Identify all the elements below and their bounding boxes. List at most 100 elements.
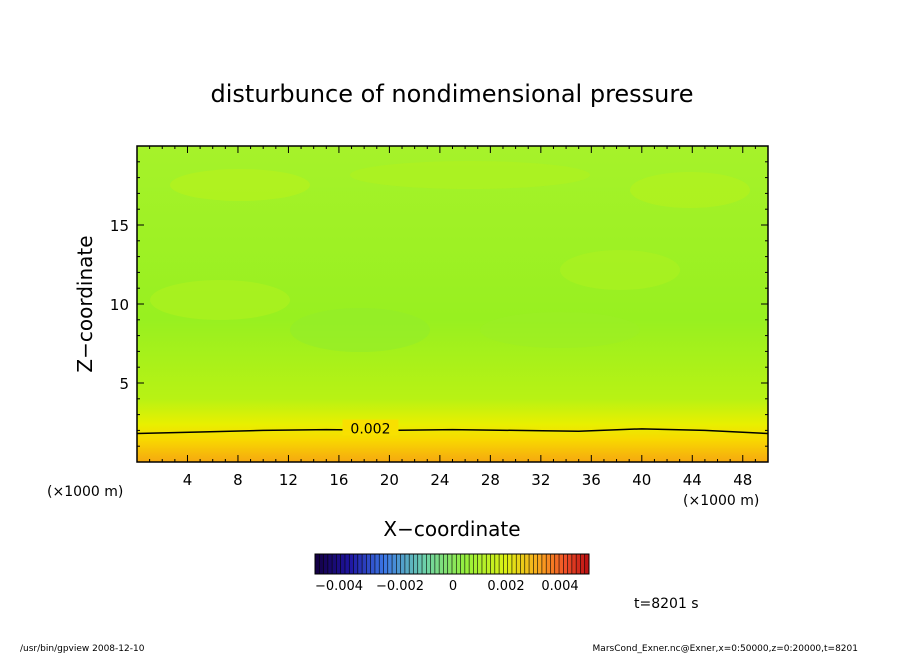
colorbar-tick-labels: −0.004 −0.002 0 0.002 0.004 — [315, 579, 579, 594]
y-tick-label: 10 — [110, 296, 129, 314]
colorbar-cell — [332, 554, 337, 574]
heatmap-field — [137, 146, 768, 462]
colorbar-cell — [426, 554, 431, 574]
colorbar-cell — [473, 554, 478, 574]
x-unit-left: (×1000 m) — [47, 484, 123, 500]
chart-title: disturbunce of nondimensional pressure — [211, 80, 694, 108]
x-tick-label: 4 — [183, 471, 193, 489]
y-axis-label: Z−coordinate — [73, 235, 97, 372]
colorbar-cell — [422, 554, 427, 574]
colorbar-cell — [379, 554, 384, 574]
colorbar-cell — [366, 554, 371, 574]
x-tick-label: 8 — [233, 471, 243, 489]
colorbar-cell — [550, 554, 555, 574]
colorbar-cell — [533, 554, 538, 574]
colorbar-cell — [559, 554, 564, 574]
colorbar-tick-label: −0.002 — [376, 579, 424, 594]
y-axis: 5 10 15 — [110, 161, 768, 447]
field-patch — [560, 250, 680, 290]
colorbar-cell — [336, 554, 341, 574]
contour-line — [136, 428, 769, 435]
x-tick-label: 20 — [380, 471, 399, 489]
x-tick-label: 28 — [481, 471, 500, 489]
contour-label: 0.002 — [350, 422, 390, 438]
contour-layer: 0.002 — [136, 419, 769, 438]
colorbar-cell — [396, 554, 401, 574]
colorbar-cell — [494, 554, 500, 574]
colorbar-cell — [580, 554, 585, 574]
x-tick-label: 12 — [279, 471, 298, 489]
colorbar-cell — [464, 554, 470, 574]
colorbar-cell — [417, 554, 423, 574]
footer-right: MarsCond_Exner.nc@Exner,x=0:50000,z=0:20… — [593, 644, 858, 654]
colorbar-cell — [392, 554, 397, 574]
colorbar-cell — [430, 554, 435, 574]
x-tick-label: 36 — [582, 471, 601, 489]
x-tick-label: 32 — [531, 471, 550, 489]
colorbar-cell — [503, 554, 508, 574]
x-tick-label: 40 — [632, 471, 651, 489]
x-tick-label: 16 — [329, 471, 348, 489]
colorbar-cell — [319, 554, 324, 574]
colorbar-cell — [349, 554, 354, 574]
colorbar-cell — [362, 554, 367, 574]
colorbar-cell — [520, 554, 525, 574]
field-patch — [480, 312, 640, 348]
colorbar-cell — [571, 554, 577, 574]
colorbar-cell — [507, 554, 512, 574]
colorbar-cell — [443, 554, 448, 574]
colorbar-cell — [546, 554, 551, 574]
colorbar-tick-label: 0.004 — [541, 579, 578, 594]
colorbar-tick-label: −0.004 — [315, 579, 363, 594]
colorbar-cell — [344, 554, 350, 574]
field-patch — [290, 308, 430, 352]
colorbar-cell — [452, 554, 457, 574]
colorbar-cell — [447, 554, 452, 574]
time-label: t=8201 s — [634, 596, 699, 612]
colorbar-cell — [456, 554, 461, 574]
colorbar-cell — [529, 554, 534, 574]
colorbar-cell — [477, 554, 482, 574]
colorbar-cell — [511, 554, 517, 574]
colorbar-tick-label: 0 — [449, 579, 457, 594]
colorbar-cell — [357, 554, 363, 574]
x-tick-label: 44 — [683, 471, 702, 489]
colorbar-cell — [516, 554, 521, 574]
colorbar-cell — [413, 554, 418, 574]
field-patch — [350, 161, 590, 189]
colorbar-cell — [383, 554, 388, 574]
colorbar-cell — [323, 554, 328, 574]
colorbar-cell — [567, 554, 572, 574]
x-unit-right: (×1000 m) — [683, 493, 759, 509]
colorbar-cell — [439, 554, 444, 574]
colorbar-cell — [404, 554, 410, 574]
colorbar-cell — [460, 554, 465, 574]
colorbar-cell — [499, 554, 504, 574]
x-tick-label: 48 — [733, 471, 752, 489]
x-tick-label: 24 — [430, 471, 449, 489]
colorbar-cell — [541, 554, 547, 574]
colorbar-tick-label: 0.002 — [487, 579, 524, 594]
x-axis: 4 8 12 16 20 24 28 32 36 40 44 48 — [149, 146, 756, 489]
colorbar-cell — [486, 554, 491, 574]
colorbar-cell — [434, 554, 440, 574]
colorbar-cell — [315, 554, 320, 574]
colorbar-cell — [554, 554, 560, 574]
colorbar-cell — [584, 554, 589, 574]
colorbar-cell — [490, 554, 495, 574]
x-axis-label: X−coordinate — [383, 517, 520, 541]
colorbar-cell — [353, 554, 358, 574]
colorbar-cell — [340, 554, 345, 574]
colorbar-cell — [563, 554, 568, 574]
field-patch — [630, 172, 750, 208]
y-tick-label: 5 — [119, 375, 129, 393]
colorbar-cell — [409, 554, 414, 574]
colorbar-frame — [314, 553, 590, 575]
colorbar-cell — [387, 554, 393, 574]
colorbar-cell — [524, 554, 530, 574]
colorbar — [314, 553, 590, 575]
colorbar-cell — [537, 554, 542, 574]
footer-left: /usr/bin/gpview 2008-12-10 — [20, 644, 145, 654]
colorbar-cell — [374, 554, 380, 574]
field-patch — [150, 280, 290, 320]
